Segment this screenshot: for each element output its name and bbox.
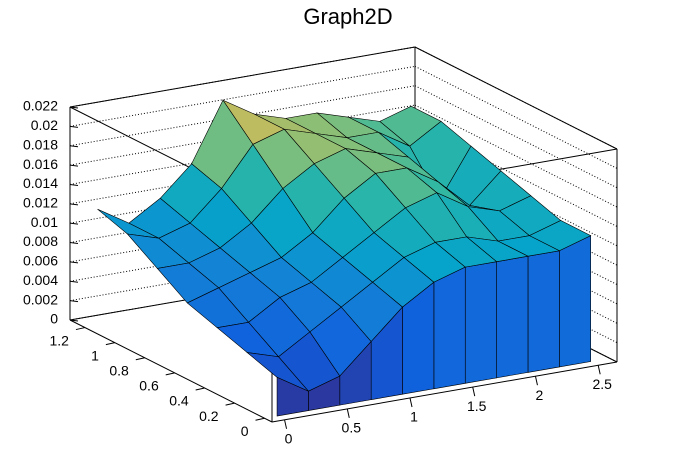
surface-curtain bbox=[559, 235, 592, 368]
surface-curtain bbox=[527, 250, 560, 373]
y-tick bbox=[225, 402, 235, 406]
z-tick bbox=[69, 183, 79, 186]
x-tick bbox=[409, 397, 413, 408]
grid-line bbox=[69, 65, 416, 127]
z-tick bbox=[69, 300, 79, 303]
y-tick-label: 0 bbox=[241, 423, 249, 439]
y-tick bbox=[165, 372, 175, 376]
x-axis bbox=[271, 361, 618, 423]
z-tick-label: 0.022 bbox=[23, 98, 58, 114]
y-tick bbox=[255, 417, 265, 421]
y-tick bbox=[105, 342, 115, 346]
z-tick bbox=[69, 106, 79, 109]
x-tick-label: 2 bbox=[536, 387, 544, 403]
grid-line bbox=[69, 85, 416, 147]
x-tick-label: 1 bbox=[410, 409, 418, 425]
surface-curtain bbox=[276, 376, 309, 417]
x-tick bbox=[534, 376, 538, 386]
z-tick bbox=[69, 125, 79, 128]
x-tick-label: 0.5 bbox=[342, 420, 362, 436]
z-tick-label: 0.016 bbox=[23, 156, 58, 172]
z-tick bbox=[69, 280, 79, 283]
x-tick bbox=[597, 365, 601, 375]
z-tick-label: 0 bbox=[50, 311, 58, 327]
surface-curtain bbox=[433, 266, 466, 390]
y-tick-label: 1 bbox=[91, 347, 99, 363]
y-tick-label: 0.8 bbox=[109, 362, 129, 378]
x-tick-label: 0 bbox=[285, 431, 293, 447]
y-tick bbox=[195, 387, 205, 391]
z-tick-label: 0.004 bbox=[23, 272, 58, 288]
y-tick-label: 0.2 bbox=[199, 408, 219, 424]
grid-line bbox=[69, 104, 416, 166]
z-tick bbox=[69, 222, 79, 225]
z-tick bbox=[69, 145, 79, 148]
y-tick bbox=[75, 327, 86, 331]
z-tick-label: 0.008 bbox=[23, 233, 58, 249]
y-tick-label: 0.4 bbox=[169, 393, 189, 409]
chart-title: Graph2D bbox=[303, 4, 392, 29]
y-tick bbox=[135, 357, 145, 361]
y-tick-label: 0.6 bbox=[139, 378, 159, 394]
x-tick-label: 1.5 bbox=[467, 398, 487, 414]
surface-curtain bbox=[496, 255, 529, 379]
z-tick-label: 0.018 bbox=[23, 136, 58, 152]
z-tick-label: 0.002 bbox=[23, 291, 58, 307]
box-edge bbox=[414, 46, 618, 150]
z-tick-label: 0.02 bbox=[31, 117, 58, 133]
z-tick-label: 0.012 bbox=[23, 195, 58, 211]
y-tick-label: 1.2 bbox=[49, 332, 69, 348]
x-tick-label: 2.5 bbox=[592, 376, 612, 392]
grid-line bbox=[69, 46, 416, 108]
x-tick bbox=[346, 408, 350, 419]
z-tick bbox=[69, 261, 79, 264]
surface-curtain bbox=[464, 261, 497, 384]
x-tick bbox=[472, 386, 476, 397]
z-tick bbox=[69, 203, 79, 206]
z-tick-label: 0.01 bbox=[31, 214, 58, 230]
z-tick bbox=[69, 164, 79, 167]
z-tick bbox=[69, 242, 79, 245]
z-tick-label: 0.006 bbox=[23, 253, 58, 269]
x-tick bbox=[284, 419, 288, 429]
y-axis bbox=[69, 319, 273, 423]
z-tick-label: 0.014 bbox=[23, 175, 58, 191]
